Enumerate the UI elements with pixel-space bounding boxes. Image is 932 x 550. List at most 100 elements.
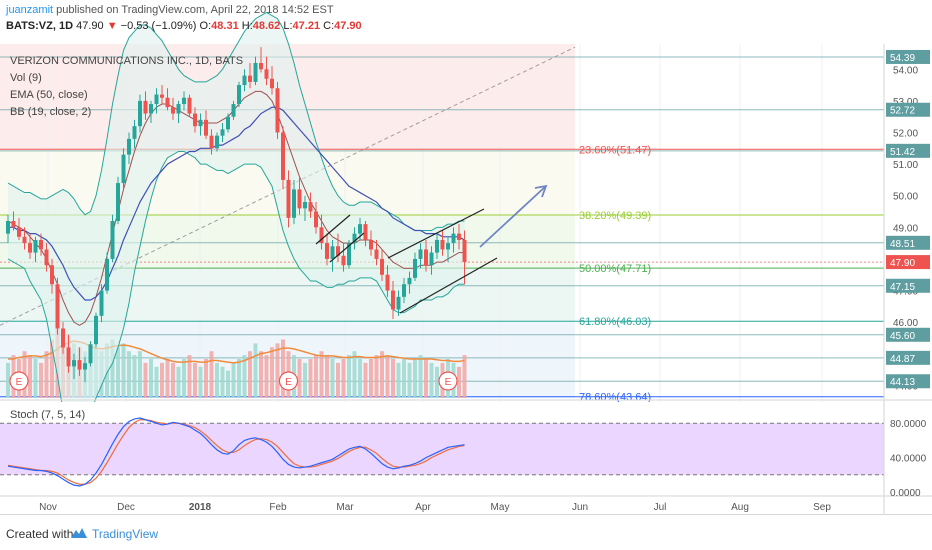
candle-69	[385, 265, 390, 297]
candle-71	[396, 290, 401, 316]
price-label-7: 44.87	[890, 354, 915, 365]
candle-24	[138, 94, 142, 133]
close-value: 47.90	[334, 20, 362, 32]
price-tick-3: 51.00	[893, 160, 918, 171]
candle-4	[28, 233, 32, 259]
candle-body-58	[325, 243, 329, 259]
candle-body-7	[44, 249, 49, 266]
candle-27	[154, 88, 159, 114]
volume-bar-64	[358, 359, 362, 398]
volume-bar-8	[50, 339, 54, 398]
candle-40	[226, 113, 230, 133]
earnings-label-1: E	[285, 377, 292, 388]
volume-bar-74	[413, 359, 417, 398]
candle-21	[121, 148, 126, 190]
candle-body-25	[143, 100, 148, 114]
volume-bar-42	[237, 359, 241, 398]
fib-label-2: 50.00%(47.71)	[579, 263, 651, 275]
candle-29	[165, 88, 170, 111]
price-label-box-3	[886, 235, 930, 250]
volume-bar-65	[363, 362, 368, 398]
bb-fill	[8, 12, 465, 446]
candle-body-26	[149, 104, 153, 114]
volume-bar-61	[341, 359, 346, 398]
volume-bar-56	[314, 355, 318, 398]
candle-body-82	[457, 233, 461, 240]
created-with-text: Created with	[6, 527, 74, 541]
candle-23	[132, 119, 137, 149]
volume-bar-54	[303, 362, 307, 398]
candle-body-60	[336, 246, 340, 256]
candle-34	[193, 107, 197, 133]
candle-body-18	[105, 258, 109, 291]
legend-volume[interactable]: Vol (9)	[10, 72, 42, 84]
candle-body-50	[281, 132, 285, 180]
earnings-label-0: E	[16, 377, 23, 388]
stoch-tick-0: 80.0000	[890, 419, 927, 430]
candle-body-68	[380, 258, 384, 275]
price-label-6: 45.60	[890, 331, 915, 342]
candle-body-48	[270, 78, 274, 89]
volume-bar-66	[369, 359, 373, 398]
candle-17	[99, 284, 104, 323]
tradingview-logo-icon[interactable]	[70, 525, 88, 541]
volume-bar-58	[325, 355, 329, 398]
volume-bar-24	[138, 351, 142, 398]
volume-bar-32	[182, 359, 186, 398]
candle-body-22	[127, 138, 131, 155]
candle-28	[160, 85, 164, 105]
volume-bar-78	[435, 366, 439, 398]
volume-bar-72	[402, 359, 406, 398]
volume-bar-26	[149, 359, 153, 398]
candle-3	[22, 227, 27, 250]
candle-52	[292, 179, 296, 225]
volume-bar-46	[259, 351, 263, 398]
candle-body-71	[396, 296, 401, 310]
candle-55	[308, 192, 313, 218]
candle-body-21	[121, 154, 126, 184]
candle-13	[77, 347, 82, 376]
volume-bar-0	[6, 362, 10, 398]
volume-bar-20	[116, 347, 120, 398]
candle-39	[220, 123, 225, 142]
legend-title[interactable]: VERIZON COMMUNICATIONS INC., 1D, BATS	[10, 55, 244, 67]
legend-bollinger[interactable]: BB (19, close, 2)	[10, 106, 92, 118]
price-label-0: 54.39	[890, 53, 915, 64]
candle-body-69	[385, 274, 390, 291]
symbol-label[interactable]: BATS:VZ, 1D	[6, 20, 74, 32]
earnings-marker-icon-0	[9, 371, 29, 391]
candle-body-41	[231, 104, 236, 117]
low-value: 47.21	[292, 20, 321, 32]
candle-75	[418, 243, 423, 269]
x-tick-7: Jun	[572, 502, 588, 513]
earnings-marker-icon-1	[278, 371, 299, 391]
legend-ema[interactable]: EMA (50, close)	[10, 89, 88, 101]
x-tick-4: Mar	[336, 502, 354, 513]
volume-bar-50	[281, 339, 285, 398]
chart-canvas[interactable]: 23.60%(51.47) 38.20%(49.39) 50.00%(47.71) 6…	[0, 0, 932, 514]
volume-bar-71	[396, 362, 401, 398]
price-tick-0: 54.00	[893, 65, 918, 76]
candle-body-8	[50, 265, 54, 285]
candle-body-4	[28, 243, 32, 253]
stoch-band-fill	[0, 423, 884, 475]
volume-bar-75	[418, 355, 423, 398]
stoch-tick-2: 0.0000	[890, 488, 921, 499]
candle-body-40	[226, 116, 230, 130]
candle-body-72	[402, 284, 406, 297]
price-label-box-1	[886, 102, 930, 117]
candle-81	[451, 227, 456, 253]
candle-22	[127, 132, 131, 165]
legend-stoch[interactable]: Stoch (7, 5, 14)	[10, 409, 86, 421]
candle-body-45	[253, 62, 258, 82]
tradingview-brand[interactable]: TradingView	[92, 527, 159, 541]
candle-body-33	[187, 97, 192, 114]
volume-bar-6	[39, 362, 43, 398]
price-label-box-4	[886, 255, 930, 270]
volume-bar-48	[270, 347, 274, 398]
volume-bar-77	[429, 362, 434, 398]
publish-info: juanzamit published on TradingView.com, …	[6, 4, 334, 16]
volume-bar-68	[380, 351, 384, 398]
candle-35	[198, 113, 203, 136]
author-link[interactable]: juanzamit	[6, 4, 54, 16]
